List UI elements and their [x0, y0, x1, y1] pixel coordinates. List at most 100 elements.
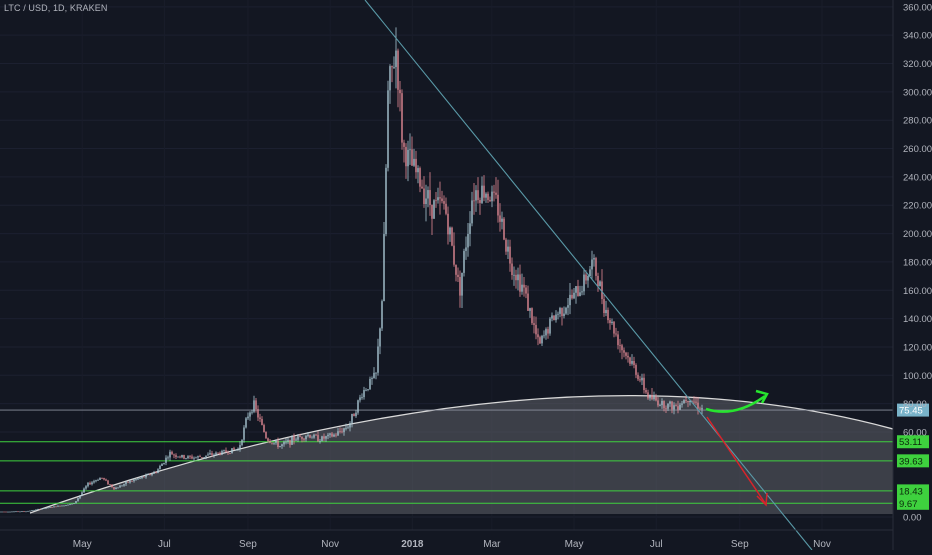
candle-body: [71, 503, 73, 505]
candle-body: [139, 478, 141, 479]
time-tick-label: Nov: [321, 539, 339, 550]
candle-body: [33, 510, 35, 511]
support-level-badge: [897, 484, 929, 498]
candle-body: [85, 486, 87, 489]
candle-body: [183, 455, 185, 459]
candle-body: [473, 200, 475, 202]
candle-body: [323, 436, 325, 439]
candle-body: [233, 448, 235, 450]
candle-body: [297, 436, 299, 440]
candle-body: [483, 185, 485, 198]
candle-body: [527, 293, 529, 311]
candle-body: [125, 481, 127, 485]
candle-body: [193, 457, 195, 459]
candle-body: [0, 511, 1, 513]
candle-body: [15, 511, 17, 513]
candle-body: [497, 194, 499, 216]
candle-body: [29, 510, 31, 512]
candle-body: [273, 442, 275, 444]
candle-body: [31, 510, 33, 511]
candle-body: [295, 439, 297, 441]
candle-body: [459, 277, 461, 296]
candle-body: [223, 450, 225, 452]
candle-body: [141, 476, 143, 479]
bearish-arrowhead: [756, 492, 768, 507]
candle-body: [665, 408, 667, 410]
candle-body: [175, 455, 177, 457]
candle-body: [339, 431, 341, 433]
candle-body: [603, 299, 605, 314]
candle-body: [495, 192, 497, 195]
candle-body: [133, 479, 135, 482]
candle-body: [595, 258, 597, 276]
candle-body: [521, 284, 523, 292]
candle-body: [617, 334, 619, 346]
candle-body: [571, 294, 573, 299]
candle-body: [667, 403, 669, 409]
candle-body: [41, 508, 43, 510]
candle-body: [509, 246, 511, 264]
price-tick-label: 240.00: [903, 172, 932, 183]
candle-body: [361, 397, 363, 398]
candle-body: [55, 506, 57, 508]
candle-body: [477, 190, 479, 201]
candle-body: [373, 372, 375, 379]
candle-body: [413, 158, 415, 166]
price-tick-label: 340.00: [903, 31, 932, 42]
candle-body: [321, 436, 323, 441]
candle-body: [103, 478, 105, 480]
candle-body: [671, 401, 673, 410]
candle-body: [395, 50, 397, 68]
candle-body: [315, 434, 317, 436]
candle-body: [237, 448, 239, 450]
time-tick-label: Mar: [483, 539, 501, 550]
candle-body: [247, 416, 249, 419]
candle-body: [17, 511, 19, 513]
candle-body: [659, 405, 661, 406]
candle-body: [21, 511, 23, 513]
candle-body: [461, 272, 463, 296]
candle-body: [309, 434, 311, 438]
candle-body: [647, 392, 649, 399]
candle-body: [691, 400, 693, 402]
candle-body: [279, 446, 281, 448]
candle-body: [431, 204, 433, 219]
candle-body: [533, 323, 535, 325]
candle-body: [215, 452, 217, 455]
support-level-badge: [897, 496, 929, 510]
candle-body: [435, 200, 437, 202]
candle-body: [299, 436, 301, 437]
price-tick-label: 80.00: [903, 399, 927, 410]
candle-body: [605, 309, 607, 314]
candle-body: [111, 484, 113, 488]
candle-body: [469, 223, 471, 234]
candle-body: [429, 190, 431, 205]
candle-body: [249, 412, 251, 417]
candle-body: [229, 453, 231, 454]
candle-body: [5, 511, 7, 513]
support-level-badge: [897, 454, 929, 468]
candle-body: [105, 479, 107, 481]
candle-body: [363, 390, 365, 398]
candle-body: [505, 239, 507, 252]
candle-body: [591, 259, 593, 270]
candle-body: [365, 389, 367, 391]
candle-body: [499, 215, 501, 222]
candle-body: [411, 149, 413, 166]
candle-body: [9, 511, 11, 513]
candle-body: [187, 456, 189, 459]
candle-body: [149, 474, 151, 475]
support-arc-fill: [30, 395, 893, 514]
candle-body: [199, 456, 201, 458]
candle-body: [163, 462, 165, 464]
candle-body: [91, 482, 93, 485]
candle-body: [463, 250, 465, 273]
candle-body: [575, 286, 577, 293]
candle-body: [409, 149, 411, 151]
candle-body: [393, 67, 395, 68]
candle-body: [437, 197, 439, 201]
candle-body: [275, 440, 277, 443]
candle-body: [645, 390, 647, 393]
